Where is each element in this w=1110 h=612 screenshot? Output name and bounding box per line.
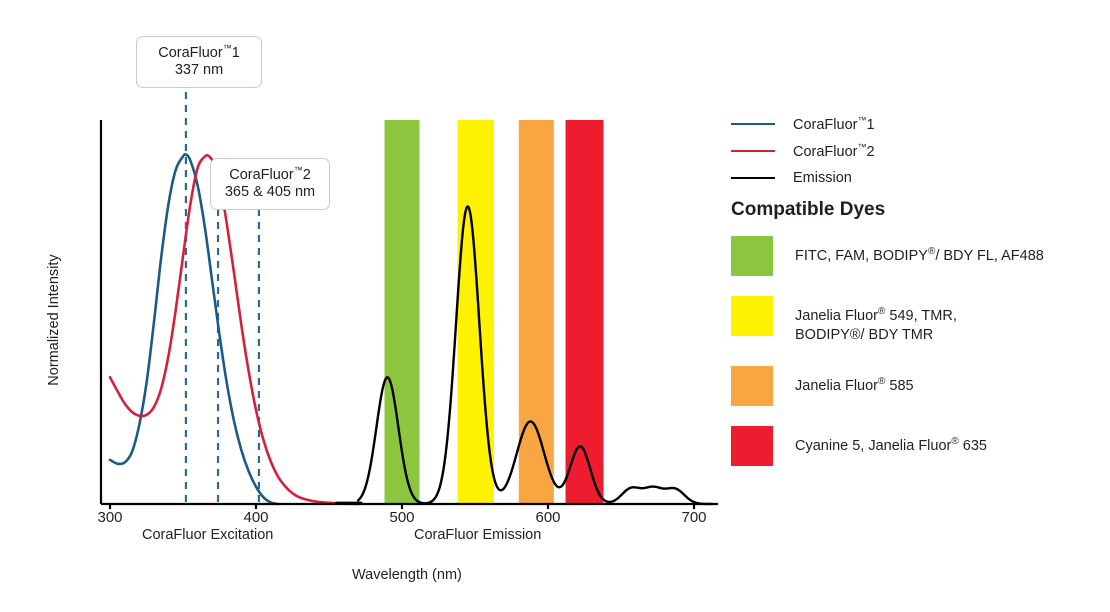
registered-symbol: ®	[927, 246, 936, 257]
callout-cf2-line2: 365 & 405 nm	[224, 184, 316, 201]
y-axis-label: Normalized Intensity	[46, 254, 62, 386]
legend-line-swatch	[731, 149, 775, 152]
dye-label: FITC, FAM, BODIPY®/ BDY FL, AF488	[795, 246, 1044, 264]
callout-cf2-line1: CoraFluor™2	[229, 165, 311, 183]
dye-row-0: FITC, FAM, BODIPY®/ BDY FL, AF488	[731, 236, 1101, 276]
red-band	[565, 120, 604, 504]
legend-label: CoraFluor™2	[793, 141, 875, 160]
legend-row-2: Emission	[731, 164, 1091, 191]
legend-line-swatch	[731, 176, 775, 179]
dye-label: Janelia Fluor® 549, TMR, BODIPY®/ BDY TM…	[795, 306, 957, 344]
dye-color-swatch	[731, 365, 773, 406]
trademark-symbol: ™	[857, 141, 867, 152]
x-axis-label: Wavelength (nm)	[352, 567, 462, 583]
dye-color-swatch	[731, 296, 773, 336]
dye-row-2: Janelia Fluor® 585	[731, 365, 1101, 406]
registered-symbol: ®	[878, 306, 886, 317]
emission-section-caption: CoraFluor Emission	[414, 527, 542, 543]
series-legend: CoraFluor™1 CoraFluor™2 Emission	[731, 110, 1091, 191]
legend-label: Emission	[793, 169, 852, 186]
callout-corafluor2: CoraFluor™2 365 & 405 nm	[210, 158, 330, 210]
dye-row-3: Cyanine 5, Janelia Fluor® 635	[731, 425, 1101, 466]
dye-color-swatch	[731, 425, 773, 466]
series-line-corafluor1	[108, 152, 280, 506]
dye-color-swatch	[731, 236, 773, 276]
green-band	[384, 120, 420, 504]
x-tick-label-400: 400	[243, 509, 269, 526]
callout-cf1-line1: CoraFluor™1	[158, 43, 240, 61]
trademark-symbol: ™	[222, 43, 232, 53]
legend-line-swatch	[731, 122, 775, 125]
legend-label: CoraFluor™1	[793, 114, 875, 133]
dye-row-1: Janelia Fluor® 549, TMR, BODIPY®/ BDY TM…	[731, 296, 1101, 346]
x-tick-label-500: 500	[389, 509, 415, 526]
x-tick-label-700: 700	[681, 509, 707, 526]
callout-cf1-line2: 337 nm	[174, 62, 224, 79]
compatible-dyes-title: Compatible Dyes	[731, 199, 886, 220]
callout-corafluor1: CoraFluor™1 337 nm	[136, 36, 262, 88]
trademark-symbol: ™	[857, 114, 867, 125]
x-tick-label-600: 600	[535, 509, 561, 526]
registered-symbol: ®	[951, 435, 959, 447]
dye-label: Cyanine 5, Janelia Fluor® 635	[795, 435, 987, 454]
orange-band	[518, 120, 554, 504]
trademark-symbol: ™	[293, 165, 303, 175]
series-line-emission	[357, 205, 713, 506]
excitation-section-caption: CoraFluor Excitation	[142, 527, 274, 543]
dye-label: Janelia Fluor® 585	[795, 375, 914, 394]
legend-row-1: CoraFluor™2	[731, 137, 1091, 164]
x-tick-label-300: 300	[97, 509, 123, 526]
registered-symbol: ®	[878, 375, 886, 387]
compatible-dyes-list: FITC, FAM, BODIPY®/ BDY FL, AF488 Janelia…	[731, 236, 1101, 486]
legend-row-0: CoraFluor™1	[731, 110, 1091, 137]
